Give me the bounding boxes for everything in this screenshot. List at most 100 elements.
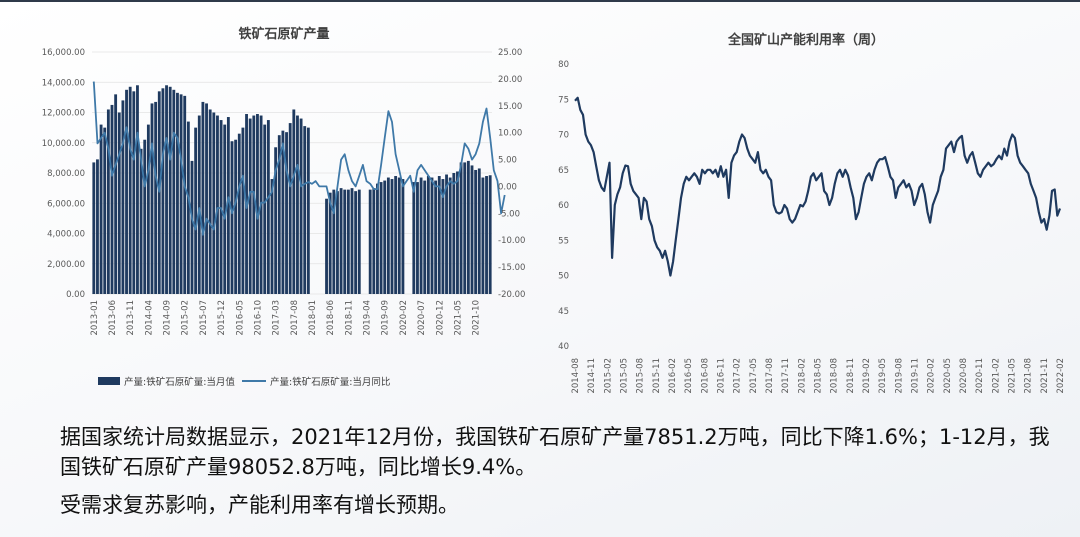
bar [394, 176, 398, 294]
x-tick-label: 2015-02 [603, 358, 613, 394]
y-right-tick-label: 10.00 [498, 129, 522, 139]
bar [128, 86, 132, 294]
bar [423, 180, 427, 294]
bar [390, 179, 394, 294]
bar [299, 118, 303, 294]
y-left-tick-label: 6,000.00 [47, 199, 85, 209]
x-tick-label: 2016-05 [684, 358, 694, 394]
bar [456, 171, 459, 294]
bar [117, 112, 121, 294]
x-tick-label: 2015-11 [652, 358, 662, 394]
bar [150, 103, 154, 294]
bar [379, 182, 383, 294]
y-tick-label: 70 [558, 131, 569, 141]
bar [212, 112, 216, 294]
bar [332, 189, 336, 294]
bar [466, 160, 470, 294]
bar [485, 176, 488, 294]
bar [99, 124, 103, 294]
bar [114, 94, 118, 294]
x-tick-label: 2019-11 [911, 358, 921, 394]
x-tick-label: 2017-08 [765, 358, 775, 394]
bar [121, 100, 125, 295]
y-tick-label: 80 [558, 60, 569, 70]
bar [190, 160, 194, 294]
left-axis-ticks: 16,000.00 14,000.00 12,000.00 10,000.00 8,00… [42, 48, 85, 300]
y-left-tick-label: 2,000.00 [47, 260, 85, 270]
bar [357, 189, 361, 294]
bar [234, 139, 238, 294]
bar [350, 188, 354, 294]
x-tick-label: 2017-08 [290, 300, 300, 336]
x-tick-label: 2018-06 [326, 300, 336, 336]
x-tick-label: 2021-08 [1024, 358, 1034, 394]
bar [328, 192, 332, 294]
bar [474, 169, 478, 294]
bar [125, 89, 128, 294]
iron-ore-output-chart: 铁矿石原矿产量 16,000.00 14,000.00 12,000.00 10,00… [42, 26, 526, 388]
bar [441, 179, 445, 294]
chart-title: 铁矿石原矿产量 [237, 26, 329, 42]
bar [136, 85, 139, 295]
caption-paragraph-2: 受需求复苏影响，产能利用率有增长预期。 [60, 493, 459, 517]
caption-paragraph-1: 据国家统计局数据显示，2021年12月份，我国铁矿石原矿产量7851.2万吨，同… [60, 425, 1050, 479]
bar [459, 162, 463, 294]
bar [208, 109, 212, 294]
bar [426, 176, 430, 294]
bar [248, 118, 252, 294]
line-series [574, 96, 1062, 277]
legend-label-bar: 产量:铁矿石原矿量:当月值 [124, 376, 235, 388]
bar [477, 168, 481, 294]
y-right-tick-label: 15.00 [498, 102, 522, 112]
bar [445, 174, 448, 294]
bar [437, 176, 441, 294]
x-tick-label: 2017-05 [749, 358, 759, 394]
x-tick-label: 2017-02 [733, 358, 743, 394]
y-left-tick-label: 4,000.00 [47, 230, 85, 240]
x-tick-label: 2013-06 [108, 300, 118, 336]
right-axis-ticks: 25.00 20.00 15.00 10.00 5.00 0.00 -5.00 -10.00 -… [498, 48, 525, 300]
bar [226, 117, 230, 294]
legend: 产量:铁矿石原矿量:当月值 产量:铁矿石原矿量:当月同比 [98, 376, 390, 388]
x-tick-label: 2016-05 [235, 300, 245, 336]
y-tick-label: 45 [558, 307, 569, 317]
y-left-tick-label: 14,000.00 [42, 78, 85, 88]
bar [354, 191, 358, 294]
y-left-tick-label: 8,000.00 [47, 169, 85, 179]
bar [103, 127, 107, 294]
y-right-tick-label: 20.00 [498, 75, 522, 85]
x-tick-label: 2018-02 [797, 358, 807, 394]
bar [161, 88, 165, 294]
bar [201, 101, 205, 294]
x-tick-label: 2020-02 [927, 358, 937, 394]
x-tick-label: 2016-10 [253, 300, 263, 336]
bar [230, 141, 234, 294]
bar [219, 120, 223, 294]
x-tick-label: 2019-09 [381, 300, 391, 336]
bar [277, 135, 281, 294]
bar [372, 188, 376, 294]
bar [266, 120, 270, 294]
bar [419, 177, 423, 294]
bar [368, 189, 372, 294]
y-tick-label: 55 [558, 236, 569, 246]
y-left-tick-label: 0.00 [66, 290, 85, 300]
bar [168, 86, 172, 294]
x-tick-label: 2020-05 [943, 358, 953, 394]
x-tick-label: 2018-01 [308, 300, 318, 336]
y-right-tick-label: -10.00 [498, 236, 525, 246]
y-left-tick-label: 12,000.00 [42, 109, 85, 119]
bar [146, 124, 150, 294]
bar [292, 109, 296, 294]
bar [343, 189, 347, 294]
bar [336, 191, 339, 294]
bar [154, 101, 158, 294]
x-tick-label: 2015-02 [181, 300, 191, 336]
bar [401, 179, 405, 294]
y-right-tick-label: 5.00 [498, 156, 517, 166]
bar [274, 147, 278, 294]
y-left-tick-label: 10,000.00 [42, 139, 85, 149]
bar [106, 109, 110, 294]
x-axis-ticks: 2014-08 2014-11 2015-02 2015-05 2015-08 2015-… [571, 358, 1066, 394]
x-tick-label: 2015-07 [199, 300, 209, 336]
